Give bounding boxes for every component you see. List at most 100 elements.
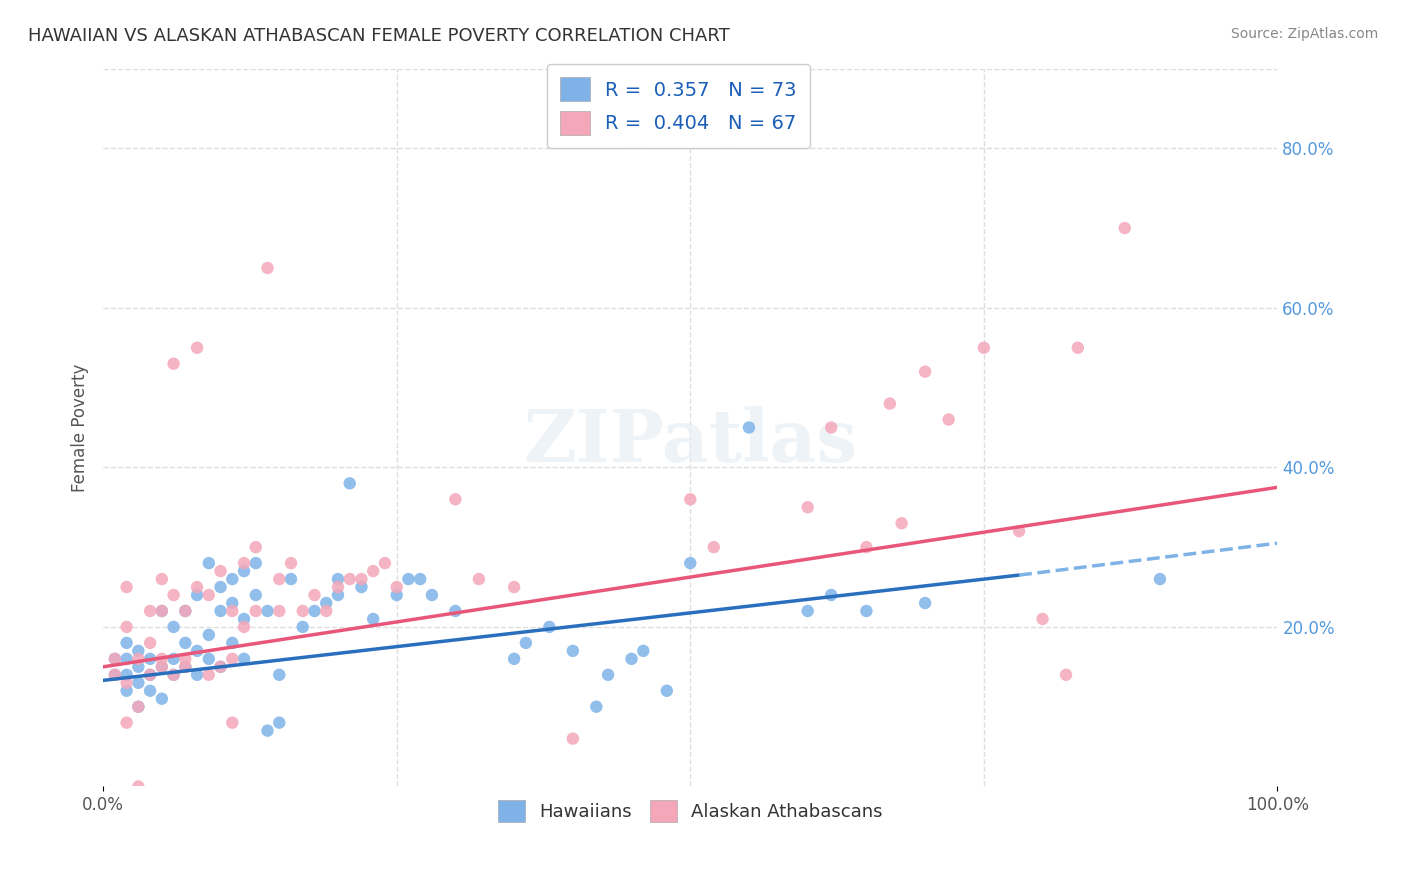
Point (162, 620, 184, 634)
Y-axis label: Female Poverty: Female Poverty (72, 363, 89, 491)
Point (280, 572, 302, 586)
Point (186, 644, 208, 658)
Point (198, 628, 221, 642)
Point (127, 699, 149, 714)
Legend: Hawaiians, Alaskan Athabascans: Hawaiians, Alaskan Athabascans (485, 788, 896, 835)
Point (221, 715, 243, 730)
Point (1054, 667, 1077, 681)
Point (209, 580, 232, 594)
Point (361, 612, 384, 626)
Point (820, 588, 842, 602)
Point (115, 683, 138, 698)
Point (198, 556, 221, 570)
Point (198, 652, 221, 666)
Point (233, 652, 256, 666)
Point (468, 572, 491, 586)
Point (561, 644, 583, 658)
Point (374, 556, 396, 570)
Point (1067, 341, 1090, 355)
Point (503, 652, 526, 666)
Point (326, 572, 349, 586)
Point (139, 667, 162, 681)
Point (1114, 221, 1136, 235)
Point (326, 580, 349, 594)
Point (115, 580, 138, 594)
Point (186, 341, 208, 355)
Point (104, 652, 127, 666)
Point (280, 556, 302, 570)
Point (1008, 524, 1031, 539)
Point (150, 604, 173, 618)
Point (139, 667, 162, 681)
Point (444, 604, 467, 618)
Point (703, 540, 725, 554)
Point (385, 580, 408, 594)
Point (245, 588, 267, 602)
Point (633, 644, 655, 658)
Point (104, 652, 127, 666)
Point (245, 556, 267, 570)
Point (361, 564, 384, 578)
Point (350, 572, 373, 586)
Point (256, 723, 278, 738)
Point (127, 644, 149, 658)
Point (503, 580, 526, 594)
Point (973, 341, 995, 355)
Point (679, 492, 702, 507)
Point (538, 620, 561, 634)
Point (420, 588, 443, 602)
Point (127, 780, 149, 794)
Point (174, 660, 197, 674)
Point (209, 660, 232, 674)
Point (162, 667, 184, 681)
Point (233, 556, 256, 570)
Point (444, 492, 467, 507)
Point (890, 516, 912, 531)
Point (738, 420, 761, 434)
Point (304, 588, 326, 602)
Point (233, 612, 256, 626)
Point (162, 357, 184, 371)
Point (127, 652, 149, 666)
Point (385, 588, 408, 602)
Point (221, 572, 243, 586)
Text: ZIPatlas: ZIPatlas (523, 407, 858, 477)
Point (315, 596, 337, 610)
Point (104, 667, 127, 681)
Point (679, 556, 702, 570)
Point (115, 620, 138, 634)
Point (115, 675, 138, 690)
Point (150, 572, 173, 586)
Text: HAWAIIAN VS ALASKAN ATHABASCAN FEMALE POVERTY CORRELATION CHART: HAWAIIAN VS ALASKAN ATHABASCAN FEMALE PO… (28, 27, 730, 45)
Point (139, 652, 162, 666)
Point (198, 667, 221, 681)
Point (1149, 572, 1171, 586)
Point (221, 652, 243, 666)
Point (938, 412, 960, 426)
Point (115, 652, 138, 666)
Point (174, 652, 197, 666)
Point (115, 636, 138, 650)
Point (855, 540, 877, 554)
Point (339, 476, 361, 491)
Point (150, 660, 173, 674)
Point (315, 604, 337, 618)
Point (409, 572, 432, 586)
Point (139, 604, 162, 618)
Point (233, 620, 256, 634)
Point (820, 420, 842, 434)
Point (256, 260, 278, 275)
Point (291, 620, 314, 634)
Text: Source: ZipAtlas.com: Source: ZipAtlas.com (1230, 27, 1378, 41)
Point (339, 572, 361, 586)
Point (655, 683, 678, 698)
Point (198, 588, 221, 602)
Point (269, 572, 291, 586)
Point (596, 667, 619, 681)
Point (127, 699, 149, 714)
Point (233, 564, 256, 578)
Point (326, 588, 349, 602)
Point (269, 715, 291, 730)
Point (914, 365, 936, 379)
Point (269, 667, 291, 681)
